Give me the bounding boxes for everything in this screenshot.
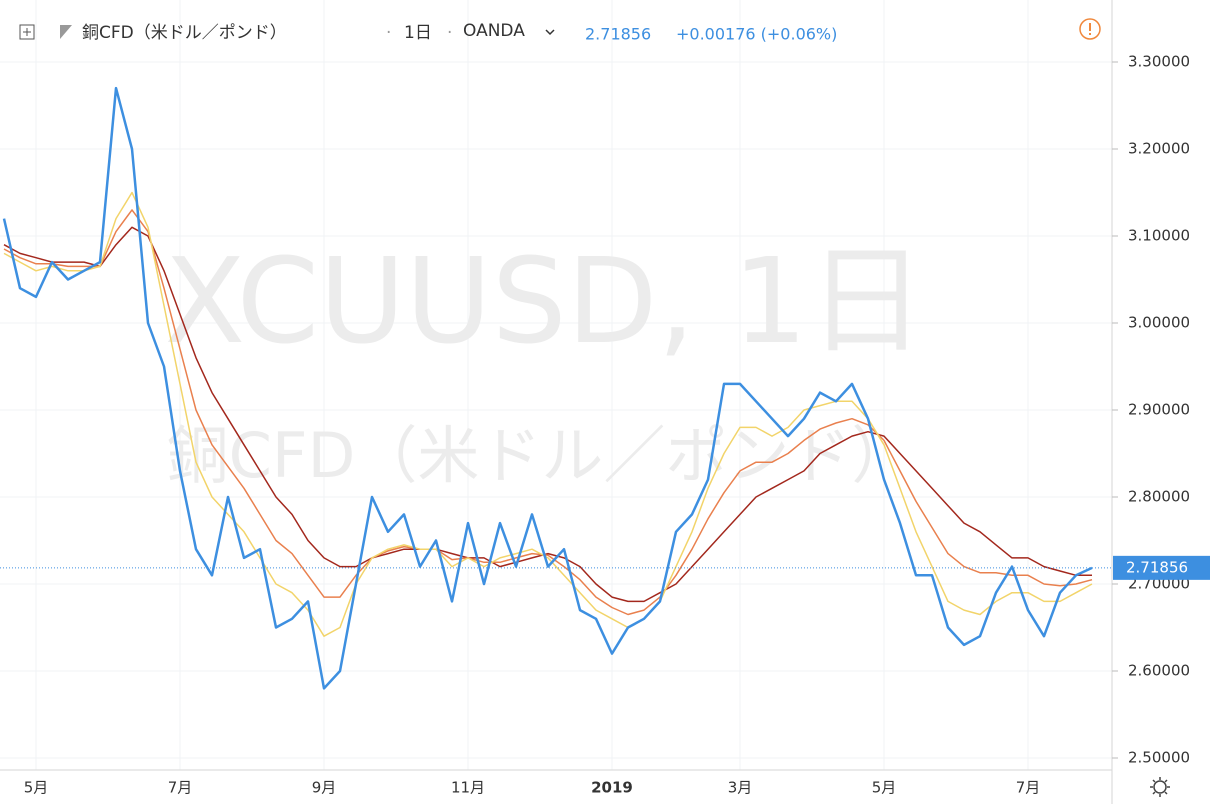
y-tick-label: 2.60000	[1128, 662, 1190, 680]
last-price: 2.71856	[585, 25, 651, 44]
last-price-box	[1113, 555, 1210, 580]
moving-average-line	[3, 226, 1092, 603]
price-line	[2, 86, 1093, 690]
last-price-label: 2.71856	[1126, 558, 1188, 576]
y-tick-label: 3.30000	[1128, 52, 1190, 70]
y-tick-label: 3.00000	[1128, 313, 1190, 331]
y-tick-label: 2.80000	[1128, 488, 1190, 506]
dropdown-icon[interactable]	[545, 29, 555, 36]
y-tick-label: 2.90000	[1128, 400, 1190, 418]
settings-icon[interactable]	[1153, 780, 1167, 794]
symbol-icon	[60, 25, 72, 39]
x-tick-label: 5月	[24, 779, 49, 797]
source[interactable]: OANDA	[463, 21, 525, 41]
watermark: XCUUSD, 1日	[164, 232, 925, 370]
separator: ·	[447, 23, 452, 43]
x-tick-label: 7月	[168, 779, 193, 797]
x-tick-label: 7月	[1016, 779, 1041, 797]
x-tick-label: 11月	[451, 779, 485, 797]
x-tick-label: 2019	[591, 779, 633, 797]
axes: 2.500002.600002.700002.800002.900003.000…	[24, 52, 1210, 797]
symbol-title[interactable]: 銅CFD（米ドル／ポンド）	[82, 23, 287, 43]
alert-icon[interactable]	[1079, 18, 1101, 40]
price-change: +0.00176 (+0.06%)	[676, 25, 837, 44]
expand-icon-glyph	[23, 28, 31, 36]
x-tick-label: 3月	[728, 779, 753, 797]
y-tick-label: 3.10000	[1128, 226, 1190, 244]
y-tick-label: 2.50000	[1128, 749, 1190, 767]
moving-average-line	[3, 209, 1093, 616]
plot	[0, 86, 1112, 690]
moving-average-line	[3, 191, 1093, 637]
x-tick-label: 9月	[312, 779, 337, 797]
x-tick-label: 5月	[872, 779, 897, 797]
y-tick-label: 3.20000	[1128, 139, 1190, 157]
watermark-subtitle: 銅CFD（米ドル／ポンド）	[167, 419, 914, 492]
separator: ·	[386, 23, 391, 43]
interval[interactable]: 1日	[404, 23, 432, 43]
expand-icon[interactable]	[19, 24, 35, 40]
settings-icon-glyph	[1150, 777, 1170, 797]
